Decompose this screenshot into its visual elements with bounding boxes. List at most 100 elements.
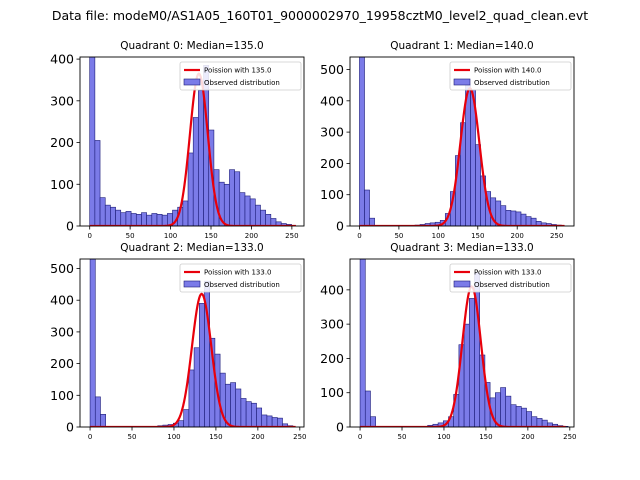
histogram-bar	[277, 417, 283, 427]
subplot-quadrant-3: Quadrant 3: Median=133.0 0 50 100 150 200 250 0…	[320, 242, 576, 441]
y-tick-label: 100	[50, 177, 74, 192]
legend-curve-label: Poission with 133.0	[204, 269, 272, 277]
x-tick-label: 200	[245, 232, 258, 240]
x-tick-label: 200	[251, 433, 264, 441]
legend-box	[179, 61, 302, 91]
x-tick-label: 250	[285, 232, 298, 240]
legend-bar-swatch	[183, 78, 201, 86]
histogram-bar	[530, 217, 537, 226]
histogram-bar	[198, 303, 205, 427]
histogram-bar	[234, 171, 241, 226]
histogram-bar	[99, 197, 106, 226]
histogram-bar	[510, 210, 517, 226]
legend-box	[449, 61, 572, 91]
legend-curve-label: Poission with 140.0	[474, 67, 542, 75]
histogram-bar	[531, 416, 538, 427]
histogram-bar	[192, 117, 199, 226]
y-tick-label: 500	[50, 261, 74, 276]
x-tick-label: 100	[167, 433, 180, 441]
legend: Poission with 133.0 Observed distribution	[179, 263, 302, 293]
histogram-bar	[515, 406, 522, 427]
histogram-bar	[369, 217, 375, 226]
histogram-bar	[198, 90, 204, 226]
y-tick-label: 300	[320, 125, 344, 140]
plot-area	[89, 259, 296, 427]
histogram-bar	[244, 195, 251, 226]
histogram-bar	[500, 205, 507, 226]
plot-area	[359, 259, 569, 427]
histogram-bar	[120, 212, 127, 226]
y-tick-label: 300	[320, 317, 344, 332]
y-tick-label: 100	[50, 388, 74, 403]
histogram-bar	[125, 211, 132, 226]
histogram-bar	[89, 259, 96, 427]
y-tick-label: 100	[320, 187, 344, 202]
histogram-bar	[229, 169, 235, 226]
histogram-bar	[359, 259, 366, 427]
y-tick-label: 400	[320, 93, 344, 108]
histogram-bar	[359, 57, 365, 226]
y-tick-label: 0	[336, 219, 344, 234]
histogram-bar	[239, 192, 246, 226]
x-tick-label: 0	[358, 433, 362, 441]
y-tick-label: 200	[50, 135, 74, 150]
x-tick-label: 200	[511, 232, 524, 240]
x-tick-label: 250	[563, 433, 576, 441]
legend: Poission with 133.0 Observed distribution	[449, 263, 572, 293]
legend-bar-swatch	[453, 78, 471, 86]
x-tick-label: 0	[87, 232, 91, 240]
histogram-bar	[364, 189, 370, 226]
poisson-fit-curve	[360, 285, 566, 427]
legend: Poission with 135.0 Observed distribution	[179, 61, 302, 91]
histogram-bar	[515, 211, 522, 226]
histogram-bar	[251, 402, 257, 427]
y-tick-label: 400	[50, 293, 74, 308]
legend-box	[449, 263, 572, 293]
subplot-title: Quadrant 2: Median=133.0	[120, 242, 263, 254]
legend: Poission with 140.0 Observed distribution	[449, 61, 572, 91]
histogram-bar	[505, 395, 512, 427]
histogram-bar	[187, 152, 194, 226]
histogram-bar	[270, 218, 277, 226]
histogram-bar	[94, 396, 101, 427]
x-tick-label: 150	[209, 433, 222, 441]
histogram-bar	[156, 214, 163, 226]
histogram-bar	[182, 200, 189, 226]
histogram-bar	[260, 209, 266, 226]
histogram-bar	[188, 369, 195, 427]
legend-bar-label: Observed distribution	[474, 281, 550, 289]
x-tick-label: 50	[398, 433, 407, 441]
histogram-bar	[266, 415, 273, 427]
histogram-bar	[183, 409, 190, 427]
legend-bar-swatch	[183, 280, 201, 288]
subplot-title: Quadrant 3: Median=133.0	[390, 242, 533, 254]
histogram-bar	[271, 417, 278, 427]
histogram-bar	[161, 214, 168, 226]
y-tick-label: 500	[320, 62, 344, 77]
histogram-bar	[151, 213, 158, 226]
x-tick-label: 0	[88, 433, 92, 441]
y-tick-label: 300	[50, 324, 74, 339]
legend-curve-label: Poission with 135.0	[204, 67, 272, 75]
histogram-bar	[265, 214, 272, 226]
histogram-bar	[100, 414, 106, 427]
axes-frame	[349, 56, 575, 227]
y-tick-label: 300	[50, 93, 74, 108]
histogram-bar	[521, 407, 527, 427]
histogram-bar	[282, 423, 289, 427]
x-tick-label: 50	[126, 232, 135, 240]
x-tick-label: 50	[128, 433, 137, 441]
histogram-bar	[256, 407, 263, 427]
x-tick-label: 100	[437, 433, 450, 441]
poisson-fit-curve	[359, 87, 565, 226]
histogram-bar	[110, 206, 116, 226]
histogram-bar	[249, 198, 256, 226]
y-tick-label: 0	[66, 420, 74, 435]
histogram-bar	[223, 183, 230, 226]
histogram-bar	[94, 140, 101, 226]
subplot-title: Quadrant 0: Median=135.0	[120, 40, 263, 52]
x-tick-label: 150	[479, 433, 492, 441]
x-tick-label: 150	[204, 232, 217, 240]
histogram-bar	[510, 404, 517, 427]
